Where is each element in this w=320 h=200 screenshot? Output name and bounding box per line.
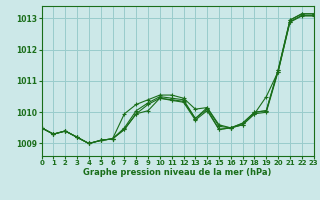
X-axis label: Graphe pression niveau de la mer (hPa): Graphe pression niveau de la mer (hPa) [84, 168, 272, 177]
